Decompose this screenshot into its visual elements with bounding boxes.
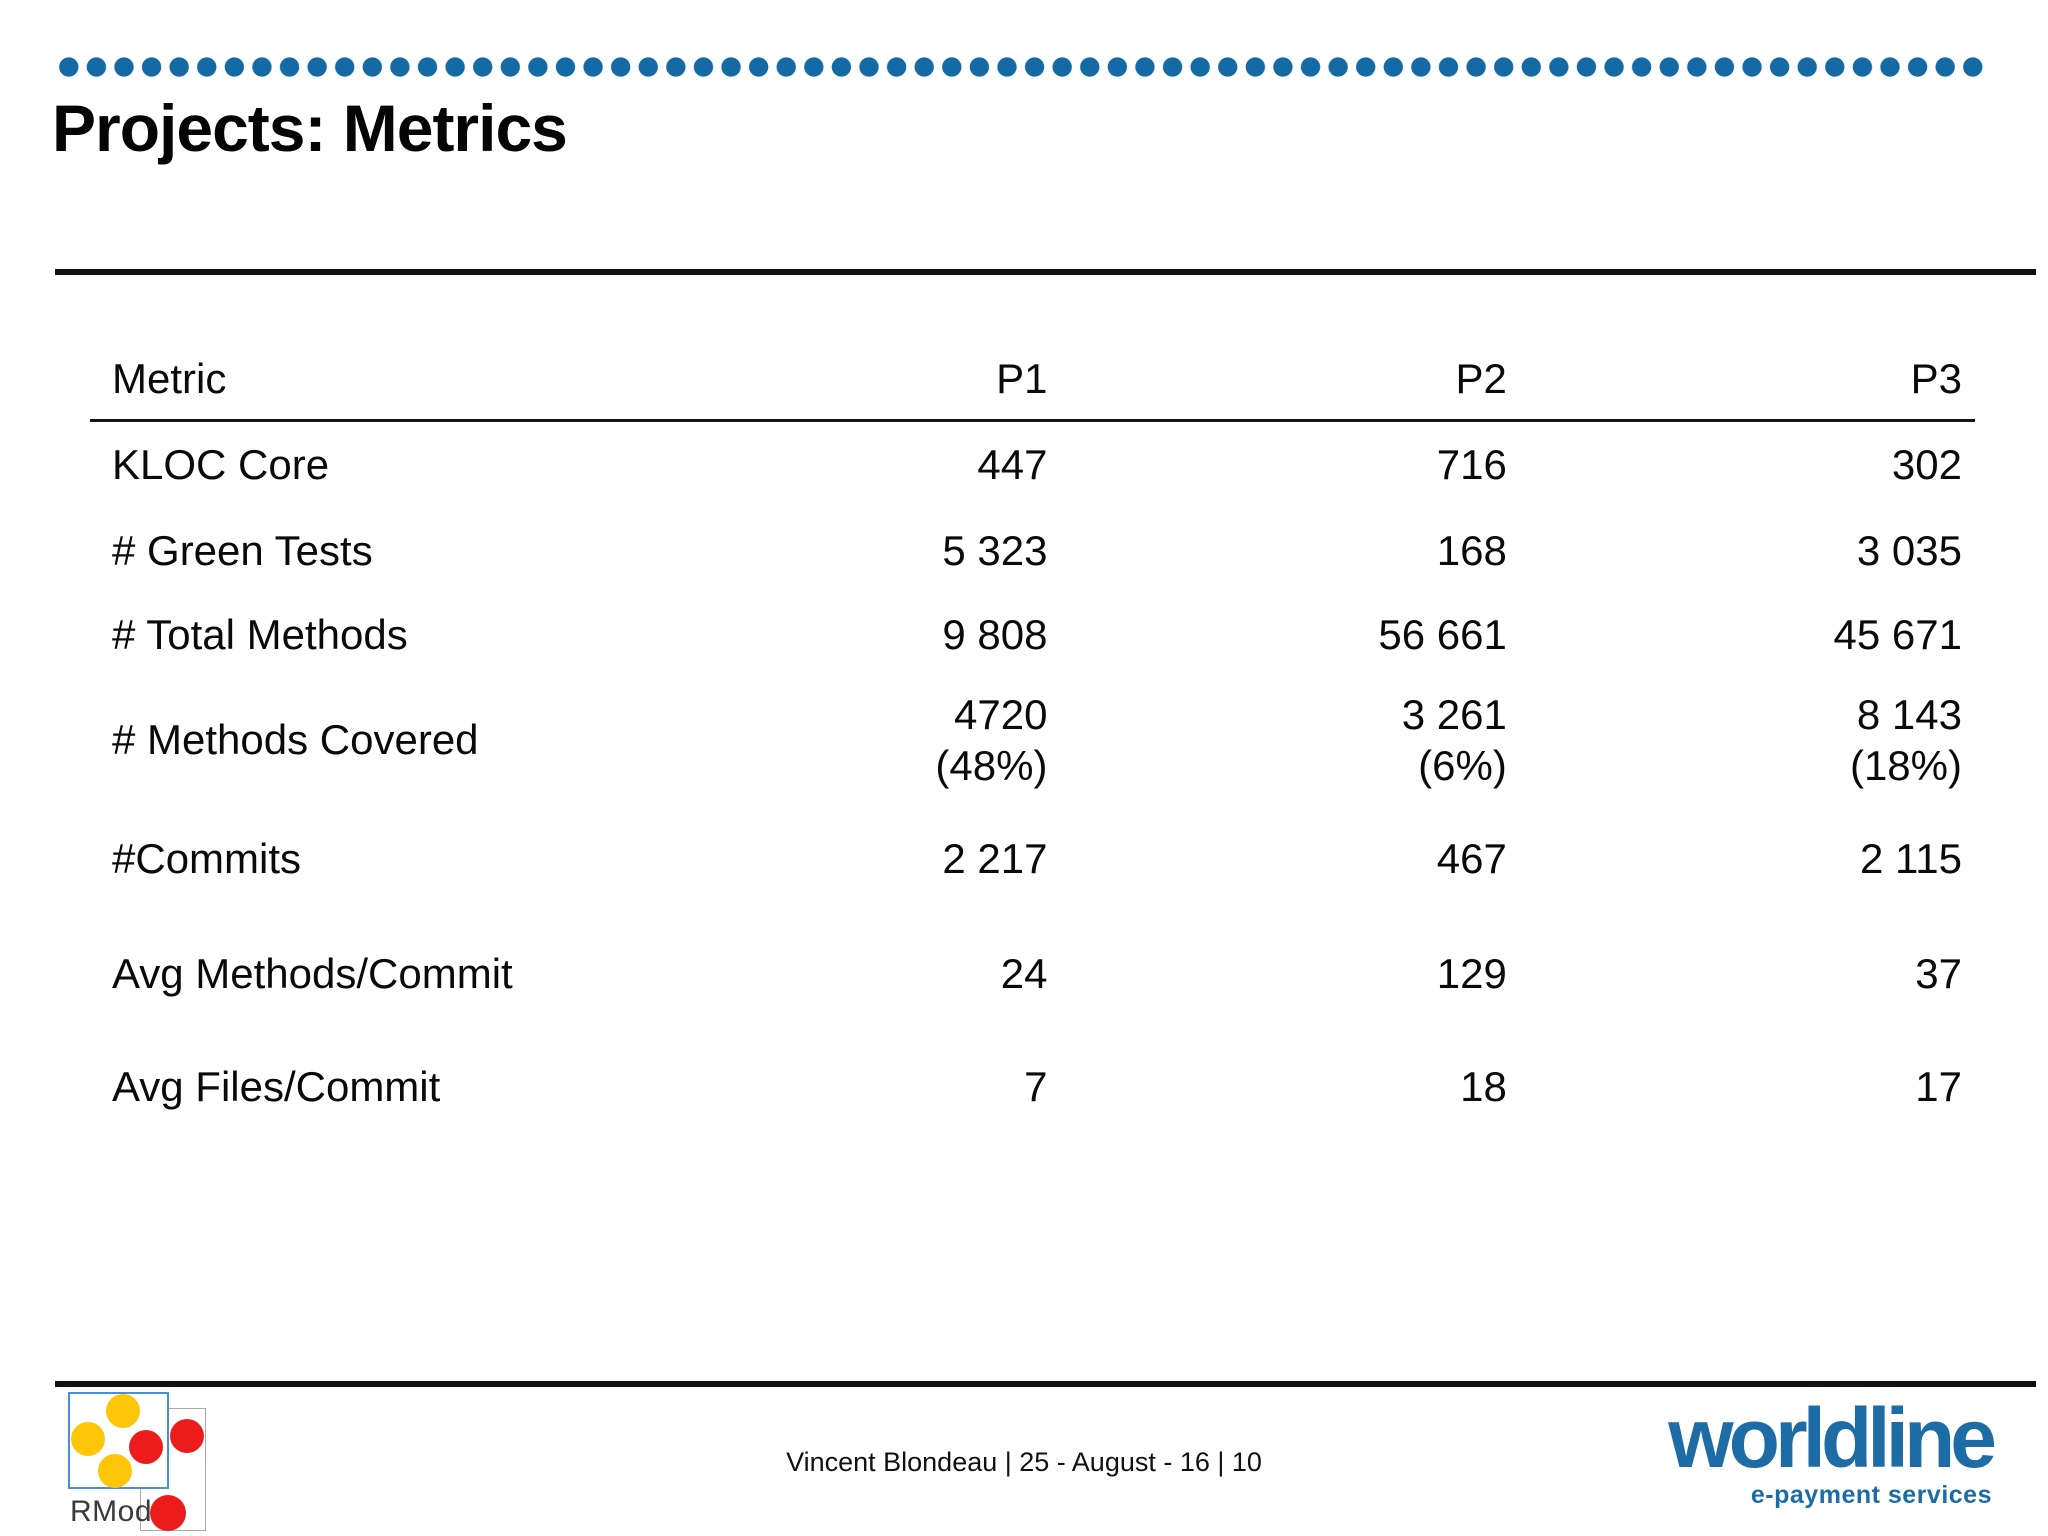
- col-header-p3: P3: [1506, 338, 1975, 422]
- footer-text: Vincent Blondeau | 25 - August - 16 | 10: [786, 1447, 1262, 1477]
- rmod-red-dot: [170, 1419, 204, 1453]
- value-p1: 2 217: [942, 835, 1048, 883]
- rmod-red-dot: [129, 1430, 163, 1464]
- metrics-table: Metric P1 P2 P3 KLOC Core 447 716 302 # …: [90, 338, 1975, 1142]
- dotted-separator: [55, 57, 1985, 77]
- value-p3: 45 671: [1833, 611, 1962, 659]
- value-p1: 4720 (48%): [935, 690, 1048, 789]
- value-p2: 168: [1436, 526, 1507, 574]
- value-p3: 2 115: [1860, 835, 1962, 883]
- table-row: # Green Tests 5 323 168 3 035: [90, 508, 1975, 593]
- table-row: # Methods Covered 4720 (48%) 3 261 (6%) …: [90, 677, 1975, 803]
- metric-label: # Methods Covered: [112, 716, 479, 764]
- rmod-logo: RMod: [66, 1390, 216, 1536]
- value-p2: 18: [1460, 1063, 1507, 1111]
- table-row: KLOC Core 447 716 302: [90, 420, 1975, 508]
- metric-label: Avg Files/Commit: [112, 1063, 441, 1111]
- worldline-tagline: e-payment services: [1750, 1480, 1992, 1509]
- value-p2: 3 261 (6%): [1401, 690, 1507, 789]
- table-header-row: Metric P1 P2 P3: [90, 338, 1975, 422]
- metric-label: Avg Methods/Commit: [112, 949, 513, 997]
- value-p2: 716: [1436, 441, 1507, 489]
- rmod-yellow-dot: [106, 1394, 140, 1428]
- rmod-red-dot: [150, 1495, 186, 1531]
- value-p2: 56 661: [1378, 611, 1507, 659]
- value-p3: 3 035: [1856, 526, 1962, 574]
- col-header-metric: Metric: [90, 338, 666, 422]
- value-p2: 467: [1436, 835, 1507, 883]
- metric-label: #Commits: [112, 835, 302, 883]
- col-header-p2: P2: [1047, 338, 1507, 422]
- rmod-yellow-dot: [71, 1422, 105, 1456]
- value-p3: 8 143 (18%): [1849, 690, 1962, 789]
- metric-label: # Green Tests: [112, 526, 373, 574]
- value-p1: 447: [977, 441, 1048, 489]
- title-rule: [55, 269, 2036, 275]
- value-p1: 9 808: [942, 611, 1048, 659]
- worldline-logo: worldline e-payment services: [1668, 1391, 1997, 1510]
- footer-rule: [55, 1381, 2036, 1387]
- table-row: # Total Methods 9 808 56 661 45 671: [90, 593, 1975, 677]
- value-p1: 7: [1024, 1063, 1048, 1111]
- value-p1: 24: [1000, 949, 1048, 997]
- value-p1: 5 323: [942, 526, 1048, 574]
- rmod-yellow-dot: [98, 1454, 132, 1488]
- value-p2: 129: [1436, 949, 1507, 997]
- metric-label: KLOC Core: [112, 441, 330, 489]
- table-row: Avg Files/Commit 7 18 17: [90, 1032, 1975, 1142]
- slide-title: Projects: Metrics: [52, 91, 568, 165]
- table-row: #Commits 2 217 467 2 115: [90, 803, 1975, 915]
- table-row: Avg Methods/Commit 24 129 37: [90, 915, 1975, 1032]
- value-p3: 302: [1891, 441, 1962, 489]
- value-p3: 37: [1915, 949, 1962, 997]
- value-p3: 17: [1915, 1063, 1962, 1111]
- rmod-label: RMod: [70, 1495, 153, 1528]
- metric-label: # Total Methods: [112, 611, 408, 659]
- col-header-p1: P1: [665, 338, 1048, 422]
- worldline-wordmark: worldline: [1668, 1391, 1997, 1485]
